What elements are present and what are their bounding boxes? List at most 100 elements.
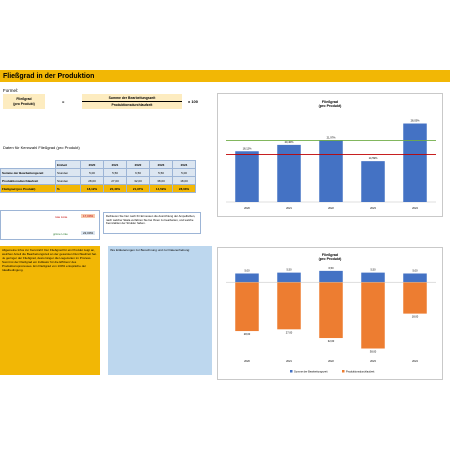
legend-swatch bbox=[290, 370, 293, 373]
bar-durchlaufzeit bbox=[235, 282, 259, 332]
table-title: Daten für Kennzahl Fließgrad (pro Produk… bbox=[3, 145, 80, 150]
x-tick-label: 2024 bbox=[412, 206, 418, 210]
table-header-unit: Einheit bbox=[55, 160, 81, 169]
green-line-value[interactable]: 22,00% bbox=[81, 231, 96, 235]
table-header-year: 2020 bbox=[80, 160, 104, 169]
data-label: 6,50 bbox=[328, 266, 334, 270]
table-header-blank bbox=[1, 161, 56, 169]
bar bbox=[403, 123, 427, 202]
x-tick-label: 2020 bbox=[244, 359, 250, 363]
data-label: 5,00 bbox=[244, 268, 250, 272]
table-cell[interactable]: 18,00 bbox=[172, 176, 196, 185]
data-label: 18,12% bbox=[243, 146, 252, 150]
table-cell[interactable]: 27,00 bbox=[103, 176, 127, 185]
formula-left-line1: Fließgrad bbox=[16, 97, 32, 102]
table-cell[interactable]: 20,40% bbox=[103, 184, 127, 193]
bar-durchlaufzeit bbox=[403, 282, 427, 314]
bar-bearbeitungszeit bbox=[235, 273, 259, 283]
table-header-year: 2023 bbox=[149, 160, 173, 169]
x-tick-label: 2024 bbox=[412, 359, 418, 363]
data-label: 32,00 bbox=[328, 339, 335, 343]
data-label: 18,00 bbox=[412, 315, 419, 319]
bar bbox=[319, 140, 343, 202]
formula-numerator: Summe der Bearbeitungszeit bbox=[108, 95, 156, 100]
table-cell[interactable]: 5,00 bbox=[80, 168, 104, 177]
bar-bearbeitungszeit bbox=[361, 272, 385, 283]
table-cell[interactable]: 28,00 bbox=[80, 176, 104, 185]
row-unit[interactable]: % bbox=[55, 184, 81, 193]
bar-durchlaufzeit bbox=[277, 282, 301, 330]
table-row: Summe der Bearbeitungszeit Stunden 5,00 … bbox=[0, 168, 196, 177]
formula-times: x 100 bbox=[188, 99, 199, 104]
formula-equals: = bbox=[62, 99, 65, 104]
formula-left-box: Fließgrad (pro Produkt) bbox=[3, 94, 45, 109]
table-row-result: Fließgrad (pro Produkt) % 18,12% 20,40% … bbox=[0, 184, 196, 193]
bar bbox=[235, 151, 259, 202]
table-header-year: 2021 bbox=[103, 160, 127, 169]
data-label: 14,59% bbox=[369, 156, 378, 160]
data-label: 28,00 bbox=[244, 332, 251, 336]
chart-title: Fließgrad (pro Produkt) bbox=[318, 253, 342, 262]
table-header-year: 2024 bbox=[172, 160, 196, 169]
info-panel[interactable]: Allgemeine Infos zur Kennzahl: Der Fließ… bbox=[0, 246, 100, 375]
chart-title: Fließgrad (pro Produkt) bbox=[318, 100, 342, 109]
table-header-year: 2022 bbox=[126, 160, 150, 169]
data-label: 5,50 bbox=[286, 268, 292, 272]
table-cell[interactable]: 32,00 bbox=[126, 176, 150, 185]
x-tick-label: 2021 bbox=[286, 206, 292, 210]
fraction-line bbox=[82, 101, 182, 102]
row-unit[interactable]: Stunden bbox=[55, 176, 81, 185]
row-unit[interactable]: Stunden bbox=[55, 168, 81, 177]
table-cell[interactable]: 38,00 bbox=[149, 176, 173, 185]
table-cell[interactable]: 5,50 bbox=[103, 168, 127, 177]
legend-swatch bbox=[342, 370, 345, 373]
data-label: 5,00 bbox=[412, 268, 418, 272]
notes-panel[interactable]: Ihre Erläuterungen zur Berechnung und zu… bbox=[108, 246, 212, 375]
formula-denominator: Produktionsdurchlaufzeit bbox=[111, 103, 153, 107]
table-cell[interactable]: 5,50 bbox=[149, 168, 173, 177]
data-label: 28,03% bbox=[411, 119, 420, 123]
bar bbox=[277, 144, 301, 202]
data-table: Einheit 2020 2021 2022 2023 2024 Summe d… bbox=[0, 160, 196, 193]
bar-bearbeitungszeit bbox=[403, 273, 427, 283]
bar-durchlaufzeit bbox=[319, 282, 343, 339]
row-label[interactable]: Summe der Bearbeitungszeit bbox=[0, 168, 56, 177]
data-label: 5,50 bbox=[370, 268, 376, 272]
red-line-value[interactable]: 17,00% bbox=[81, 214, 96, 218]
row-label[interactable]: Produktionsdurchlaufzeit bbox=[0, 176, 56, 185]
data-label: 38,00 bbox=[370, 350, 377, 354]
page-title: Fließgrad in der Produktion bbox=[0, 70, 450, 82]
x-tick-label: 2023 bbox=[370, 206, 376, 210]
formula-fraction: Summe der Bearbeitungszeit Produktionsdu… bbox=[82, 94, 182, 109]
bar-bearbeitungszeit bbox=[277, 272, 301, 283]
formula-label: Formel: bbox=[3, 88, 19, 93]
data-label: 21,97% bbox=[327, 135, 336, 139]
x-tick-label: 2022 bbox=[328, 206, 334, 210]
data-label: 20,40% bbox=[285, 140, 294, 144]
legend-label: Produktionsdurchlaufzeit bbox=[346, 369, 375, 373]
table-cell[interactable]: 5,00 bbox=[172, 168, 196, 177]
bar bbox=[361, 161, 385, 202]
chart-fliessgrad[interactable]: Fließgrad (pro Produkt) 18,12% 2020 20,40%… bbox=[217, 93, 443, 217]
chart-plot: 18,12% 2020 20,40% 2021 21,97% 2022 14,59% 2023… bbox=[226, 119, 436, 210]
red-line-label: rote Linie bbox=[55, 215, 68, 219]
data-label: 27,00 bbox=[286, 330, 293, 334]
table-cell[interactable]: 18,12% bbox=[80, 184, 104, 193]
bar-bearbeitungszeit bbox=[319, 270, 343, 283]
limits-box: rote Linie 17,00% grüne Linie 22,00% bbox=[0, 210, 100, 240]
table-cell[interactable]: 14,59% bbox=[149, 184, 173, 193]
x-tick-label: 2023 bbox=[370, 359, 376, 363]
row-label[interactable]: Fließgrad (pro Produkt) bbox=[0, 184, 56, 193]
x-tick-label: 2020 bbox=[244, 206, 250, 210]
table-cell[interactable]: 21,97% bbox=[126, 184, 150, 193]
table-cell[interactable]: 6,50 bbox=[126, 168, 150, 177]
formula-left-line2: (pro Produkt) bbox=[13, 101, 35, 106]
limits-note: Definieren Sie hier nach Ihr Ermessen di… bbox=[103, 212, 201, 234]
table-cell[interactable]: 28,03% bbox=[172, 184, 196, 193]
green-line-label: grüne Linie bbox=[53, 232, 68, 236]
chart-components[interactable]: Fließgrad (pro Produkt) 5,00 28,00 2020 5,5… bbox=[217, 247, 443, 380]
legend-label: Summe der Bearbeitungszeit bbox=[294, 369, 328, 373]
bar-durchlaufzeit bbox=[361, 282, 385, 349]
x-tick-label: 2022 bbox=[328, 359, 334, 363]
chart-plot: 5,00 28,00 2020 5,50 27,00 2021 6,50 32,00 2022 5… bbox=[226, 266, 436, 373]
